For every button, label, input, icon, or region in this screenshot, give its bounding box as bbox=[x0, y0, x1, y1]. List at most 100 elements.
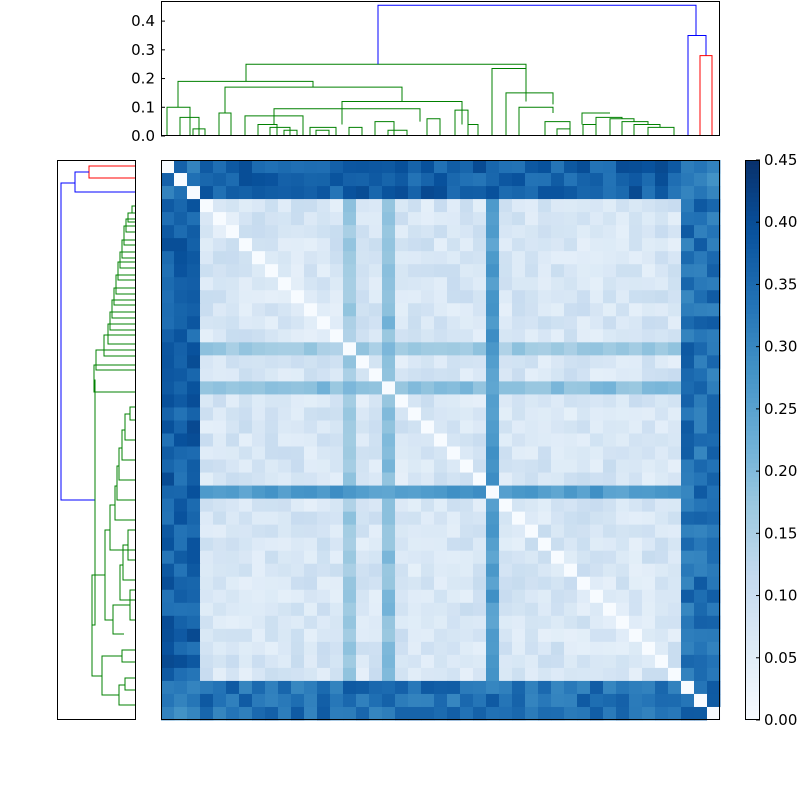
heatmap-cell bbox=[187, 706, 201, 721]
heatmap-cell bbox=[551, 589, 565, 604]
heatmap-cell bbox=[629, 368, 643, 382]
heatmap-cell bbox=[499, 433, 513, 447]
heatmap-cell bbox=[486, 485, 500, 499]
heatmap-cell bbox=[278, 667, 292, 682]
heatmap-cell bbox=[538, 602, 552, 617]
heatmap-cell bbox=[265, 459, 279, 473]
heatmap-cell bbox=[200, 381, 214, 395]
heatmap-cell bbox=[694, 641, 708, 656]
heatmap-cell bbox=[187, 368, 201, 382]
heatmap-cell bbox=[538, 654, 552, 669]
heatmap-cell bbox=[317, 485, 331, 499]
heatmap-cell bbox=[616, 485, 630, 499]
heatmap-cell bbox=[265, 173, 279, 187]
heatmap-cell bbox=[551, 160, 565, 174]
heatmap-cell bbox=[239, 342, 253, 356]
heatmap-cell bbox=[278, 576, 292, 591]
heatmap-cell bbox=[421, 641, 435, 656]
heatmap-cell bbox=[291, 641, 305, 656]
heatmap-cell bbox=[278, 459, 292, 473]
heatmap-cell bbox=[681, 550, 695, 565]
heatmap-cell bbox=[239, 381, 253, 395]
heatmap-cell bbox=[460, 264, 474, 278]
heatmap-cell bbox=[486, 589, 500, 604]
heatmap-cell bbox=[603, 173, 617, 187]
heatmap-cell bbox=[356, 511, 370, 526]
heatmap-cell bbox=[707, 472, 721, 486]
heatmap-cell bbox=[304, 433, 318, 447]
heatmap-cell bbox=[343, 225, 357, 239]
heatmap-cell bbox=[642, 290, 656, 304]
top-dendrogram-link bbox=[377, 4, 697, 65]
heatmap-cell bbox=[460, 589, 474, 604]
heatmap-cell bbox=[187, 550, 201, 565]
heatmap-cell bbox=[330, 277, 344, 291]
heatmap-cell bbox=[616, 524, 630, 539]
heatmap-cell bbox=[681, 433, 695, 447]
heatmap-cell bbox=[564, 342, 578, 356]
heatmap-cell bbox=[473, 212, 487, 226]
heatmap-cell bbox=[382, 199, 396, 213]
heatmap-cell bbox=[616, 264, 630, 278]
heatmap-cell bbox=[590, 355, 604, 369]
colorbar: 0.000.050.100.150.200.250.300.350.400.45 bbox=[745, 151, 797, 729]
heatmap-cell bbox=[304, 264, 318, 278]
heatmap-cell bbox=[421, 381, 435, 395]
heatmap-cell bbox=[265, 342, 279, 356]
heatmap-cell bbox=[382, 615, 396, 630]
heatmap-cell bbox=[525, 680, 539, 695]
heatmap-cell bbox=[551, 329, 565, 343]
heatmap-cell bbox=[538, 511, 552, 526]
heatmap-cell bbox=[486, 511, 500, 526]
colorbar-segment bbox=[745, 374, 760, 380]
heatmap-cell bbox=[577, 563, 591, 578]
heatmap-cell bbox=[395, 303, 409, 317]
colorbar-segment bbox=[745, 640, 760, 646]
heatmap-cell bbox=[707, 680, 721, 695]
heatmap-cell bbox=[447, 290, 461, 304]
heatmap-cell bbox=[681, 173, 695, 187]
heatmap-cell bbox=[681, 654, 695, 669]
heatmap-cell bbox=[486, 537, 500, 552]
heatmap-cell bbox=[213, 238, 227, 252]
colorbar-segment bbox=[745, 486, 760, 492]
heatmap-cell bbox=[486, 667, 500, 682]
heatmap-cell bbox=[343, 706, 357, 721]
heatmap-cell bbox=[330, 290, 344, 304]
heatmap-cell bbox=[460, 654, 474, 669]
heatmap-cell bbox=[343, 199, 357, 213]
heatmap-cell bbox=[512, 589, 526, 604]
heatmap-cell bbox=[252, 680, 266, 695]
heatmap-cell bbox=[395, 680, 409, 695]
colorbar-segment bbox=[745, 192, 760, 198]
heatmap-cell bbox=[200, 160, 214, 174]
heatmap-cell bbox=[512, 225, 526, 239]
heatmap-cell bbox=[213, 693, 227, 708]
heatmap-cell bbox=[525, 602, 539, 617]
heatmap-cell bbox=[551, 303, 565, 317]
heatmap-cell bbox=[200, 368, 214, 382]
heatmap-cell bbox=[447, 576, 461, 591]
heatmap-cell bbox=[538, 498, 552, 513]
heatmap-cell bbox=[421, 628, 435, 643]
heatmap-cell bbox=[486, 654, 500, 669]
heatmap-cell bbox=[343, 680, 357, 695]
heatmap-cell bbox=[213, 628, 227, 643]
colorbar-segment bbox=[745, 631, 760, 637]
heatmap-cell bbox=[655, 459, 669, 473]
heatmap-cell bbox=[694, 329, 708, 343]
heatmap-cell bbox=[408, 199, 422, 213]
heatmap-cell bbox=[642, 394, 656, 408]
heatmap-cell bbox=[460, 446, 474, 460]
heatmap-cell bbox=[395, 693, 409, 708]
heatmap-cell bbox=[161, 498, 175, 513]
heatmap-cell bbox=[473, 602, 487, 617]
heatmap-cell bbox=[343, 654, 357, 669]
heatmap-cell bbox=[434, 290, 448, 304]
heatmap-cell bbox=[408, 563, 422, 578]
top-dendrogram-link bbox=[374, 121, 395, 136]
heatmap-cell bbox=[460, 472, 474, 486]
heatmap-cell bbox=[252, 485, 266, 499]
heatmap-cell bbox=[395, 355, 409, 369]
heatmap-cell bbox=[304, 277, 318, 291]
